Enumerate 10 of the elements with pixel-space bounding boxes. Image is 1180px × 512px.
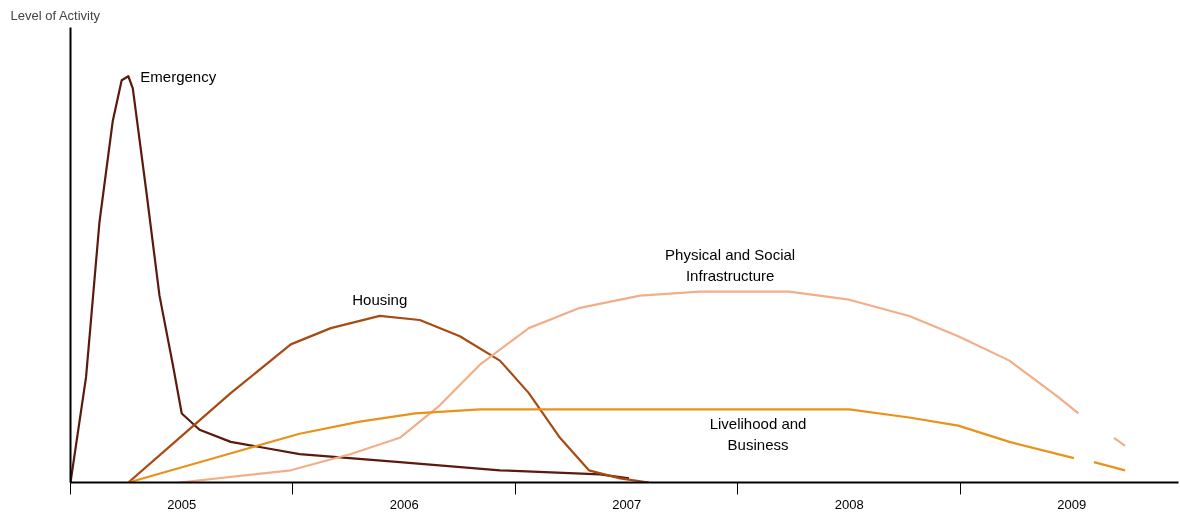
series-label: Emergency bbox=[140, 67, 217, 85]
x-tick-label: 2008 bbox=[834, 496, 864, 512]
series-label: Physical and Social Infrastructure bbox=[665, 246, 796, 284]
x-tick-label: 2009 bbox=[1057, 496, 1087, 512]
series-label: Housing bbox=[352, 290, 408, 308]
series-label: Livelihood and Business bbox=[709, 415, 807, 453]
x-tick-label: 2007 bbox=[612, 496, 642, 512]
x-tick-label: 2006 bbox=[389, 496, 419, 512]
y-axis-title: Level of Activity bbox=[10, 7, 101, 23]
x-tick-label: 2005 bbox=[167, 496, 197, 512]
